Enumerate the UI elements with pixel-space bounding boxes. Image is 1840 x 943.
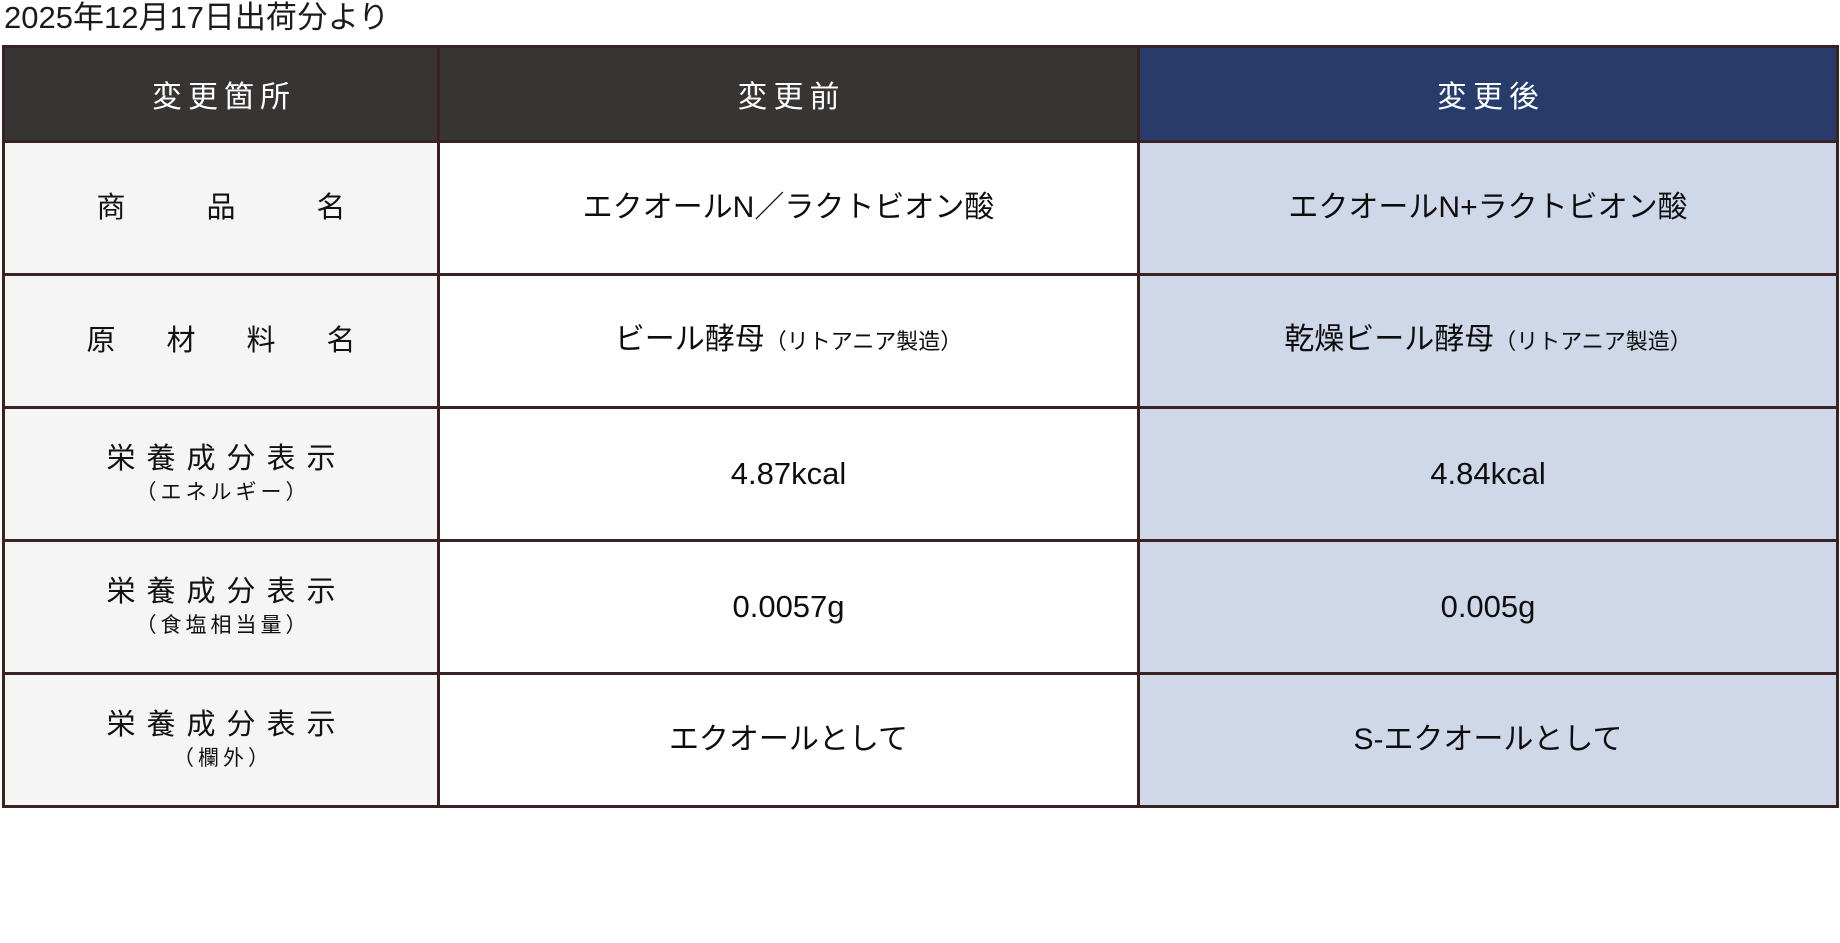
table-body: 商 品 名 エクオールN／ラクトビオン酸 エクオールN+ラクトビオン酸 原 材 … [2, 140, 1839, 808]
row-before-nutrition-salt: 0.0057g [437, 539, 1140, 675]
row-label-nutrition-salt: 栄養成分表示 （食塩相当量） [2, 539, 440, 675]
row-before-product-name: エクオールN／ラクトビオン酸 [437, 140, 1140, 276]
after-value: エクオールN+ラクトビオン酸 [1288, 191, 1688, 224]
row-label-ingredients: 原 材 料 名 [2, 273, 440, 409]
row-before-ingredients: ビール酵母（リトアニア製造） [437, 273, 1140, 409]
row-after-nutrition-salt: 0.005g [1137, 539, 1839, 675]
page-title: 2025年12月17日出荷分より [4, 0, 390, 35]
product-change-table: 変更箇所 変更前 変更後 商 品 名 エクオールN／ラクトビオン酸 エクオールN… [2, 45, 1839, 808]
after-value: S-エクオールとして [1353, 723, 1623, 756]
before-value: エクオールN／ラクトビオン酸 [582, 191, 995, 224]
table-row: 原 材 料 名 ビール酵母（リトアニア製造） 乾燥ビール酵母（リトアニア製造） [2, 273, 1839, 409]
row-label-sub: （欄外） [173, 746, 273, 770]
row-label-main: 栄養成分表示 [106, 442, 347, 475]
row-label-sub: （エネルギー） [135, 480, 311, 504]
before-value: エクオールとして [668, 723, 909, 756]
before-value: 0.0057g [732, 588, 845, 624]
table-row: 商 品 名 エクオールN／ラクトビオン酸 エクオールN+ラクトビオン酸 [2, 140, 1839, 276]
row-label-sub: （食塩相当量） [135, 613, 311, 637]
row-after-product-name: エクオールN+ラクトビオン酸 [1137, 140, 1839, 276]
before-value-note: （リトアニア製造） [764, 329, 963, 354]
table-row: 栄養成分表示 （欄外） エクオールとして S-エクオールとして [2, 672, 1839, 808]
after-value: 4.84kcal [1430, 455, 1546, 491]
row-label-main: 商 品 名 [96, 192, 372, 224]
table-header-row: 変更箇所 変更前 変更後 [2, 45, 1839, 143]
table-row: 栄養成分表示 （エネルギー） 4.87kcal 4.84kcal [2, 406, 1839, 542]
table-row: 栄養成分表示 （食塩相当量） 0.0057g 0.005g [2, 539, 1839, 675]
before-value: ビール酵母 [614, 323, 765, 356]
after-value: 0.005g [1440, 588, 1536, 624]
row-after-nutrition-footnote: S-エクオールとして [1137, 672, 1839, 808]
row-label-nutrition-energy: 栄養成分表示 （エネルギー） [2, 406, 440, 542]
before-value: 4.87kcal [730, 455, 847, 491]
column-header-before: 変更前 [437, 45, 1140, 143]
column-header-change-location: 変更箇所 [2, 45, 440, 143]
row-label-nutrition-footnote: 栄養成分表示 （欄外） [2, 672, 440, 808]
row-before-nutrition-footnote: エクオールとして [437, 672, 1140, 808]
row-label-main: 栄養成分表示 [106, 708, 347, 741]
after-value-note: （リトアニア製造） [1494, 329, 1692, 354]
after-value: 乾燥ビール酵母 [1284, 323, 1495, 356]
row-before-nutrition-energy: 4.87kcal [437, 406, 1140, 542]
row-label-main: 栄養成分表示 [106, 575, 347, 608]
row-after-nutrition-energy: 4.84kcal [1137, 406, 1839, 542]
row-label-product-name: 商 品 名 [2, 140, 440, 276]
table-header: 変更箇所 変更前 変更後 [2, 45, 1839, 143]
row-label-main: 原 材 料 名 [86, 325, 367, 357]
row-after-ingredients: 乾燥ビール酵母（リトアニア製造） [1137, 273, 1839, 409]
column-header-after: 変更後 [1137, 45, 1839, 143]
